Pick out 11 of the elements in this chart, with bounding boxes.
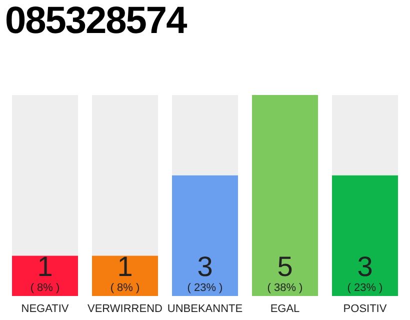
x-tick-label: VERWIRREND	[88, 302, 163, 315]
x-tick-label: UNBEKANNTE	[167, 302, 243, 315]
data-label: 5 ( 38% )	[267, 251, 303, 294]
data-label: 1 ( 8% )	[30, 251, 60, 294]
x-tick-label: EGAL	[270, 302, 300, 315]
x-tick-label: NEGATIV	[21, 302, 70, 315]
data-label: 3 ( 23% )	[187, 251, 223, 294]
chart-title: 085328574	[5, 0, 186, 43]
data-label: 1 ( 8% )	[110, 251, 140, 294]
data-label: 3 ( 23% )	[347, 251, 383, 294]
x-tick-label: POSITIV	[343, 302, 388, 315]
